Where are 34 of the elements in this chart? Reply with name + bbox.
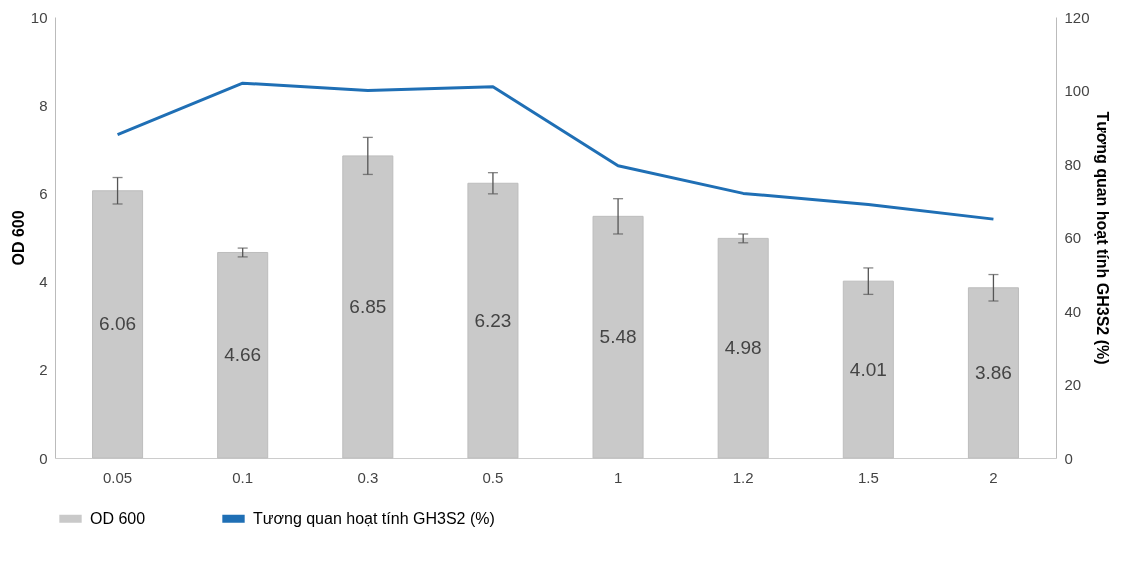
y-tick-label: 8 [39,96,48,114]
y2-tick-label: 0 [1064,449,1073,467]
data-label: 6.06 [99,313,137,335]
x-tick-label: 0.3 [357,468,379,486]
legend-label: Tương quan hoạt tính GH3S2 (%) [253,509,495,527]
x-tick-label: 0.5 [482,468,504,486]
y-axis-title: OD 600 [9,210,27,266]
y2-tick-label: 40 [1064,302,1082,320]
y2-tick-label: 100 [1064,82,1090,99]
y2-tick-label: 120 [1064,8,1090,26]
x-tick-label: 0.05 [102,468,133,486]
y-tick-label: 4 [39,273,48,291]
x-tick-label: 1.5 [857,468,879,486]
x-tick-label: 2 [989,468,998,486]
data-label: 6.85 [349,295,387,317]
data-label: 4.66 [224,344,262,366]
x-tick-label: 0.1 [232,468,254,486]
data-label: 5.48 [599,326,637,348]
y-tick-label: 0 [39,449,48,467]
y2-axis-title: Tương quan hoạt tính GH3S2 (%) [1093,111,1111,365]
data-label: 4.98 [724,337,762,359]
y2-tick-label: 80 [1064,155,1082,173]
line-series [116,81,995,221]
data-label: 6.23 [474,309,512,331]
data-label: 3.86 [974,361,1012,383]
y2-tick-label: 60 [1064,229,1082,246]
x-tick-label: 1 [613,468,623,486]
legend-label: OD 600 [90,509,146,527]
y-tick-label: 10 [30,8,48,26]
y-tick-label: 6 [39,184,48,202]
y-tick-label: 2 [39,361,48,379]
x-tick-label: 1.2 [732,468,754,486]
data-label: 4.01 [849,358,887,380]
y2-tick-label: 20 [1064,376,1082,393]
